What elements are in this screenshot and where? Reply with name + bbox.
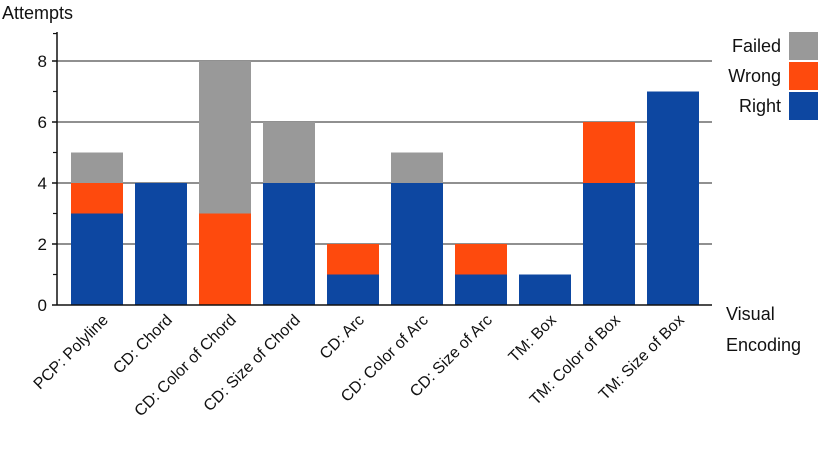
y-tick-label: 8 — [38, 52, 47, 71]
legend-swatch-right — [789, 92, 818, 120]
bar-segment-wrong — [199, 213, 251, 305]
y-tick-label: 2 — [38, 235, 47, 254]
x-category-label: CD: Arc — [317, 312, 368, 363]
y-tick-label: 0 — [38, 296, 47, 315]
bar-segment-failed — [199, 61, 251, 214]
bar-segment-wrong — [71, 183, 123, 214]
legend-swatch-failed — [789, 32, 818, 60]
x-axis-label-line2: Encoding — [726, 335, 801, 355]
bar-segment-right — [263, 183, 315, 305]
bar-segment-failed — [391, 152, 443, 183]
bar-segment-right — [647, 91, 699, 305]
y-tick-labels: 0 2 4 6 8 — [38, 52, 47, 315]
legend: Failed Wrong Right — [728, 32, 818, 120]
bar-segment-failed — [263, 122, 315, 183]
bar-segment-right — [583, 183, 635, 305]
legend-label-wrong: Wrong — [728, 66, 781, 86]
bar-segment-right — [455, 274, 507, 305]
bar-segment-right — [135, 183, 187, 305]
legend-swatch-wrong — [789, 62, 818, 90]
legend-label-failed: Failed — [732, 36, 781, 56]
axes — [56, 32, 712, 306]
bar-segment-wrong — [583, 122, 635, 183]
x-category-label: TM: Box — [506, 312, 560, 366]
bar-segment-right — [327, 274, 379, 305]
bar-segment-right — [391, 183, 443, 305]
bars — [71, 61, 699, 305]
bar-segment-right — [519, 274, 571, 305]
bar-segment-right — [71, 213, 123, 305]
legend-label-right: Right — [739, 96, 781, 116]
x-axis-label-line1: Visual — [726, 304, 775, 324]
y-axis-label: Attempts — [2, 3, 73, 23]
x-category-label: PCP: Polyline — [31, 312, 112, 393]
y-tick-label: 6 — [38, 113, 47, 132]
y-tick-label: 4 — [38, 174, 47, 193]
x-category-label: CD: Chord — [110, 312, 175, 377]
bar-segment-failed — [71, 152, 123, 183]
bar-segment-wrong — [455, 244, 507, 275]
bar-segment-wrong — [327, 244, 379, 275]
